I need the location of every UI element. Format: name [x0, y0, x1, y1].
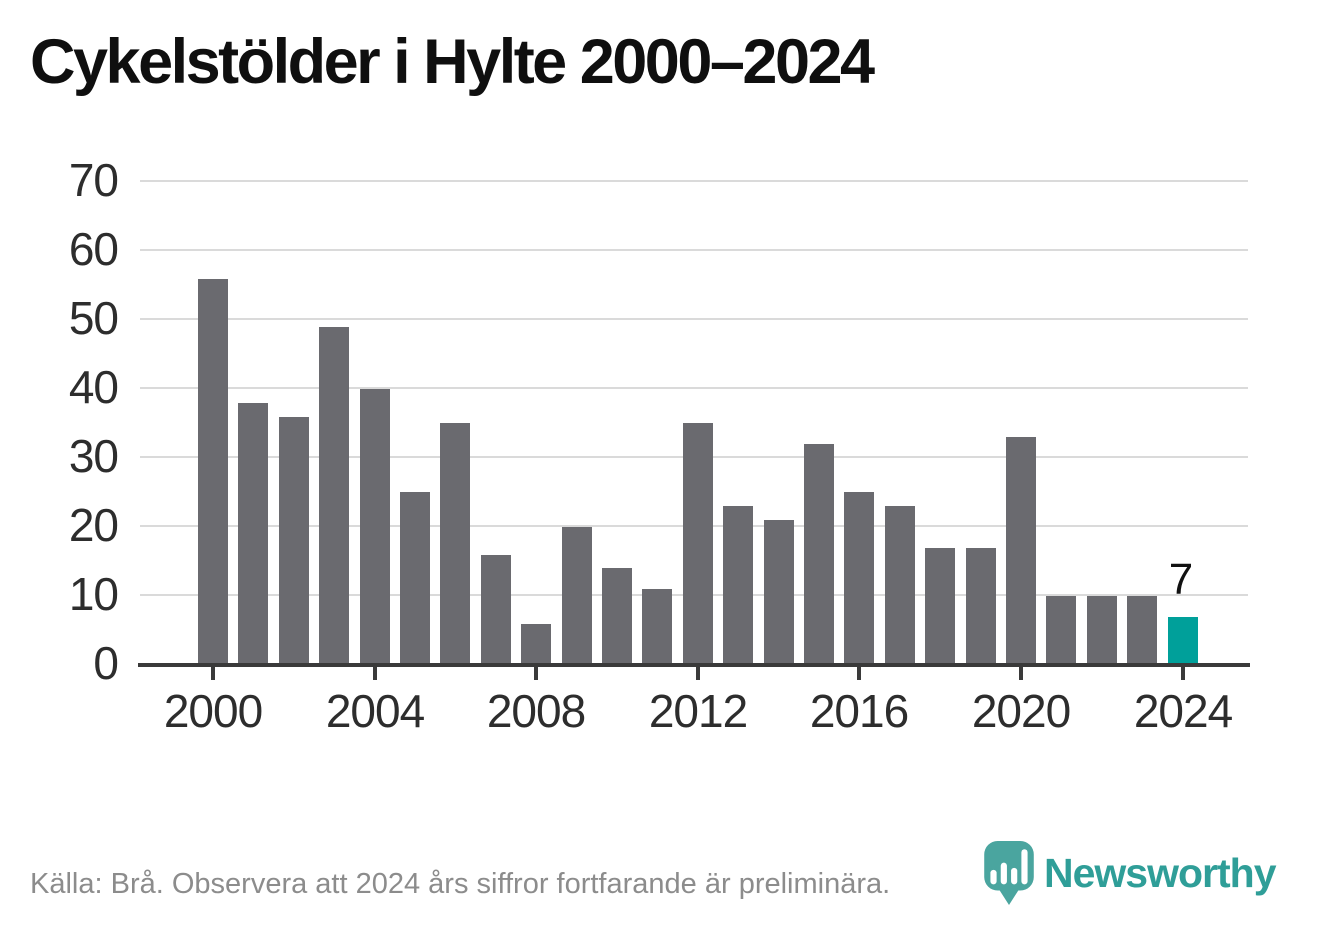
x-axis-tick-2020 — [1019, 667, 1023, 680]
y-axis-label-30: 30 — [68, 430, 119, 482]
bar-2024 — [1168, 617, 1198, 665]
gridline-40 — [140, 387, 1248, 389]
x-axis-tick-2024 — [1181, 667, 1185, 680]
y-axis-label-10: 10 — [68, 568, 119, 620]
bar-2014 — [764, 520, 794, 665]
bar-2001 — [238, 403, 268, 665]
bar-2004 — [360, 389, 390, 665]
bar-2000 — [198, 279, 228, 665]
x-axis-tick-2004 — [373, 667, 377, 680]
x-axis-label-2012: 2012 — [648, 685, 748, 737]
x-axis-label-2000: 2000 — [163, 685, 263, 737]
y-axis-label-40: 40 — [68, 361, 119, 413]
x-axis-tick-2008 — [534, 667, 538, 680]
bar-2011 — [642, 589, 672, 665]
bar-2013 — [723, 506, 753, 665]
bar-2003 — [319, 327, 349, 665]
x-axis-label-2004: 2004 — [325, 685, 425, 737]
x-axis-label-2008: 2008 — [486, 685, 586, 737]
y-axis-label-60: 60 — [68, 223, 119, 275]
bar-2018 — [925, 548, 955, 665]
x-axis-line — [138, 663, 1250, 667]
x-axis-label-2016: 2016 — [809, 685, 909, 737]
bar-2010 — [602, 568, 632, 665]
x-axis-tick-2012 — [696, 667, 700, 680]
gridline-60 — [140, 249, 1248, 251]
bar-2006 — [440, 423, 470, 665]
bar-2007 — [481, 555, 511, 665]
y-axis-label-50: 50 — [68, 292, 119, 344]
source-note: Källa: Brå. Observera att 2024 års siffr… — [30, 868, 891, 900]
bar-2023 — [1127, 596, 1157, 665]
bar-2005 — [400, 492, 430, 665]
y-axis-label-20: 20 — [68, 499, 119, 551]
bar-2015 — [804, 444, 834, 665]
x-axis-label-2024: 2024 — [1133, 685, 1233, 737]
newsworthy-logo: Newsworthy — [984, 841, 1276, 905]
y-axis-label-70: 70 — [68, 154, 119, 206]
bar-2021 — [1046, 596, 1076, 665]
bar-2008 — [521, 624, 551, 665]
bar-2022 — [1087, 596, 1117, 665]
bar-2017 — [885, 506, 915, 665]
newsworthy-pin-icon — [984, 841, 1034, 905]
bar-value-label-2024: 7 — [1168, 555, 1194, 604]
source-note-container: Källa: Brå. Observera att 2024 års siffr… — [30, 866, 890, 902]
x-axis-label-2020: 2020 — [971, 685, 1071, 737]
chart-title: Cykelstölder i Hylte 2000–2024 — [30, 27, 875, 97]
gridline-50 — [140, 318, 1248, 320]
gridline-70 — [140, 180, 1248, 182]
bar-2009 — [562, 527, 592, 665]
x-axis-tick-2000 — [211, 667, 215, 680]
newsworthy-wordmark: Newsworthy — [1044, 849, 1276, 896]
y-axis-label-0: 0 — [93, 637, 119, 689]
bar-2016 — [844, 492, 874, 665]
x-axis-tick-2016 — [857, 667, 861, 680]
bar-2002 — [279, 417, 309, 665]
bar-2020 — [1006, 437, 1036, 665]
bar-2019 — [966, 548, 996, 665]
bar-2012 — [683, 423, 713, 665]
